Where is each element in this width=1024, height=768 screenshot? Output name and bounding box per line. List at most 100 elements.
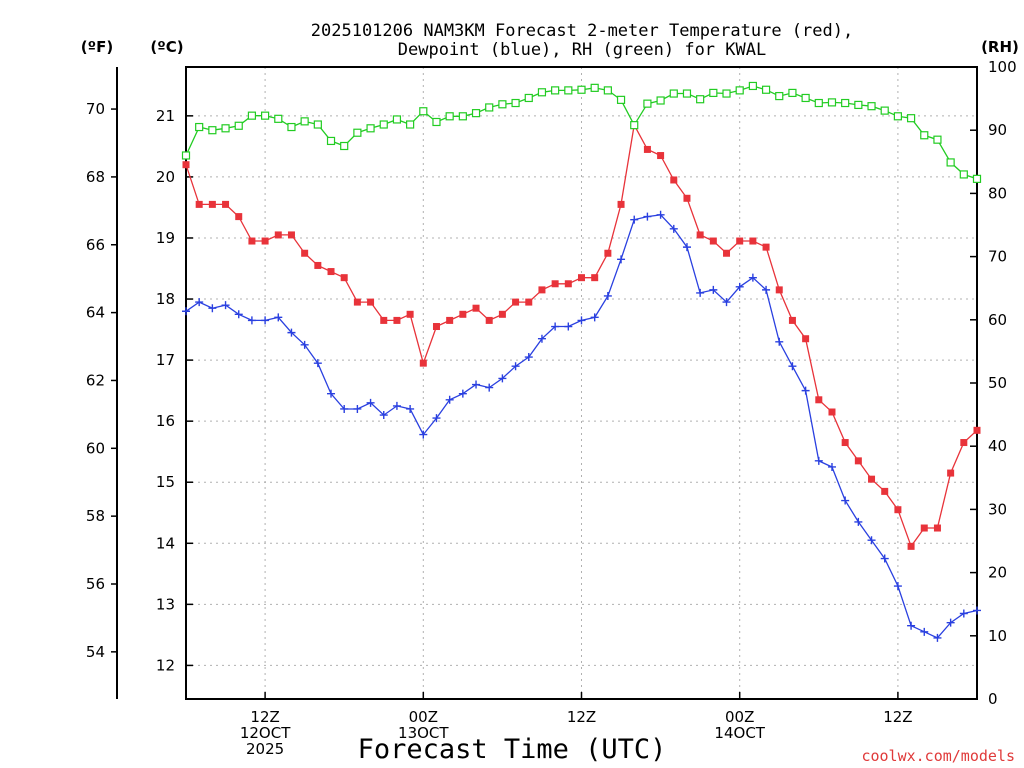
dewpoint-point bbox=[577, 316, 586, 325]
temperature-point bbox=[222, 200, 230, 208]
dewpoint-point bbox=[313, 359, 322, 368]
rh-tick-label: 50 bbox=[988, 374, 1007, 392]
rh-point bbox=[616, 95, 626, 104]
rh-point bbox=[880, 106, 889, 115]
dewpoint-point bbox=[788, 362, 797, 371]
rh-point bbox=[959, 170, 968, 179]
credit-label: coolwx.com/models bbox=[861, 747, 1015, 765]
rh-point bbox=[392, 115, 402, 124]
temperature-point bbox=[617, 200, 625, 208]
temperature-point bbox=[960, 439, 968, 447]
temperature-point bbox=[446, 316, 454, 324]
rh-tick-label: 90 bbox=[988, 121, 1007, 139]
rh-point bbox=[577, 85, 586, 94]
series-rh bbox=[181, 81, 982, 183]
time-tick-label: 12Z bbox=[250, 708, 279, 726]
celsius-tick-label: 13 bbox=[156, 595, 175, 613]
fahrenheit-tick-label: 66 bbox=[86, 236, 105, 254]
rh-point bbox=[379, 120, 388, 129]
dewpoint-point bbox=[775, 337, 784, 346]
temperature-point bbox=[604, 249, 612, 257]
dewpoint-point bbox=[195, 298, 204, 307]
temperature-point bbox=[881, 487, 889, 495]
temperature-point bbox=[841, 439, 849, 447]
fahrenheit-tick-label: 54 bbox=[86, 643, 105, 661]
rh-point bbox=[814, 98, 823, 108]
temperature-point bbox=[723, 249, 731, 257]
dewpoint-point bbox=[814, 456, 823, 465]
grid-lines bbox=[186, 67, 977, 699]
temperature-point bbox=[367, 298, 375, 306]
temperature-point bbox=[380, 316, 388, 324]
x-axis-label: Forecast Time (UTC) bbox=[358, 734, 667, 765]
temperature-point bbox=[538, 286, 546, 294]
rh-point bbox=[485, 103, 494, 112]
celsius-tick-label: 19 bbox=[156, 229, 175, 247]
fahrenheit-tick-label: 62 bbox=[86, 371, 105, 389]
rh-point bbox=[735, 86, 744, 95]
series-dewpoint bbox=[182, 210, 981, 642]
celsius-tick-label: 18 bbox=[156, 290, 175, 308]
temperature-point bbox=[235, 213, 243, 221]
rh-point bbox=[471, 109, 481, 118]
rh-point bbox=[234, 121, 243, 130]
dewpoint-point bbox=[353, 404, 362, 413]
rh-point bbox=[564, 86, 573, 95]
temperature-point bbox=[459, 310, 467, 318]
rh-point bbox=[946, 158, 955, 167]
dewpoint-point bbox=[656, 210, 665, 219]
dewpoint-point bbox=[537, 334, 546, 343]
rh-tick-label: 70 bbox=[988, 248, 1007, 266]
dewpoint-point bbox=[827, 462, 836, 471]
temperature-point bbox=[314, 261, 322, 269]
dewpoint-point bbox=[419, 430, 428, 439]
fahrenheit-tick-label: 60 bbox=[86, 439, 105, 457]
rh-point bbox=[722, 89, 731, 98]
dewpoint-point bbox=[946, 618, 955, 627]
rh-point bbox=[854, 100, 863, 110]
temperature-point bbox=[472, 304, 480, 312]
temperature-point bbox=[815, 396, 823, 404]
temperature-point bbox=[419, 359, 427, 367]
dewpoint-point bbox=[880, 554, 889, 563]
temperature-point bbox=[775, 286, 783, 294]
rh-point bbox=[867, 102, 876, 111]
temperature-point bbox=[907, 542, 915, 550]
dewpoint-point bbox=[432, 414, 441, 423]
rh-point bbox=[696, 95, 705, 104]
time-tick-label: 12Z bbox=[567, 708, 596, 726]
temperature-point bbox=[406, 310, 414, 318]
rh-point bbox=[893, 112, 903, 121]
time-tick-label: 13OCT bbox=[398, 724, 449, 742]
rh-point bbox=[326, 136, 336, 146]
temperature-point bbox=[973, 426, 981, 434]
celsius-tick-label: 12 bbox=[156, 656, 175, 674]
rh-point bbox=[972, 174, 982, 183]
celsius-tick-label: 14 bbox=[156, 534, 175, 552]
rh-point bbox=[458, 112, 467, 121]
rh-point bbox=[247, 111, 257, 120]
temperature-point bbox=[498, 310, 506, 318]
temperature-point bbox=[854, 457, 862, 465]
rh-point bbox=[748, 81, 757, 91]
rh-point bbox=[551, 86, 560, 95]
dewpoint-point bbox=[406, 404, 415, 413]
dewpoint-point bbox=[327, 389, 336, 398]
rh-tick-label: 100 bbox=[988, 58, 1017, 76]
rh-point bbox=[366, 124, 375, 133]
rh-point bbox=[274, 114, 283, 123]
rh-point bbox=[261, 111, 270, 120]
temperature-point bbox=[578, 274, 585, 282]
rh-tick-label: 0 bbox=[988, 690, 998, 708]
dewpoint-point bbox=[274, 313, 283, 322]
fahrenheit-tick-label: 68 bbox=[86, 168, 105, 186]
dewpoint-point bbox=[669, 224, 678, 233]
rh-point bbox=[682, 89, 692, 98]
rh-point bbox=[287, 122, 296, 132]
rh-point bbox=[603, 86, 612, 95]
dewpoint-point bbox=[709, 285, 718, 294]
chart-title-line-2: Dewpoint (blue), RH (green) for KWAL bbox=[398, 40, 766, 60]
dewpoint-point bbox=[208, 304, 217, 313]
chart-title-line-1: 2025101206 NAM3KM Forecast 2-meter Tempe… bbox=[311, 21, 853, 41]
rh-tick-label: 60 bbox=[988, 311, 1007, 329]
